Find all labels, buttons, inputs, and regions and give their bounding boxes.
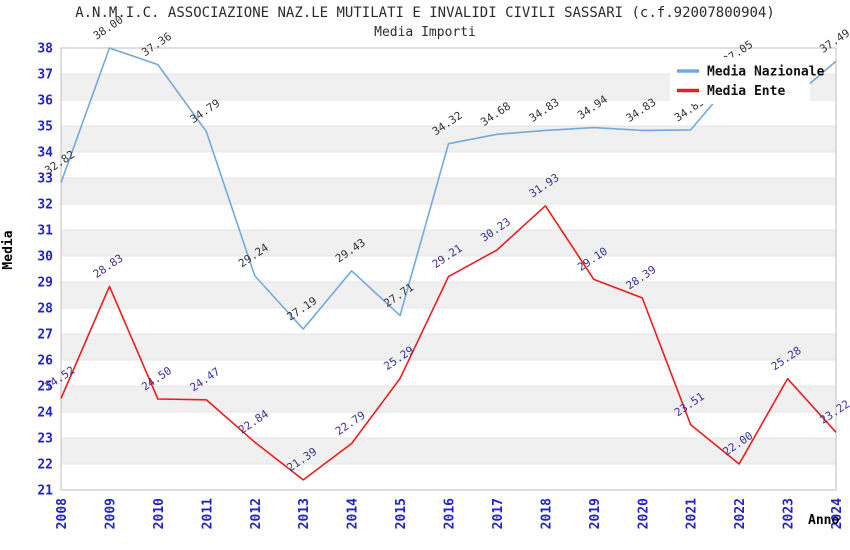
x-tick-label: 2024: [830, 498, 845, 529]
y-tick-label: 22: [37, 458, 53, 473]
y-axis-title: Media: [1, 230, 16, 269]
plot-band: [61, 152, 836, 178]
y-tick-label: 37: [37, 68, 53, 83]
legend-item-label: Media Nazionale: [707, 65, 825, 80]
plot-band: [61, 126, 836, 152]
plot-band: [61, 204, 836, 230]
y-tick-label: 23: [37, 432, 53, 447]
plot-frame: [60, 47, 837, 491]
plot-band: [61, 438, 836, 464]
x-tick-label: 2023: [782, 498, 797, 529]
x-tick-label: 2014: [346, 498, 361, 529]
plot-band: [61, 308, 836, 334]
x-axis-title: Anno: [808, 513, 839, 528]
y-tick-label: 38: [37, 42, 53, 57]
x-tick-label: 2019: [588, 498, 603, 529]
x-tick-label: 2016: [443, 498, 458, 529]
y-tick-label: 26: [37, 354, 53, 369]
x-tick-label: 2010: [152, 498, 167, 529]
series-line-media-ente: [60, 205, 837, 481]
plot-band: [61, 360, 836, 386]
plot-band: [61, 412, 836, 438]
y-tick-label: 25: [37, 380, 53, 395]
x-tick-label: 2011: [200, 498, 215, 529]
x-tick-label: 2008: [55, 498, 70, 529]
x-tick-label: 2012: [249, 498, 264, 529]
y-tick-label: 29: [37, 276, 53, 291]
y-tick-label: 34: [37, 146, 53, 161]
y-tick-label: 24: [37, 406, 53, 421]
y-tick-label: 21: [37, 484, 53, 499]
plot-band: [61, 282, 836, 308]
legend: Media Nazionale Media Ente: [670, 57, 825, 104]
x-tick-label: 2021: [685, 498, 700, 529]
x-tick-label: 2022: [733, 498, 748, 529]
chart-subtitle: Media Importi: [374, 25, 476, 40]
y-tick-label: 35: [37, 120, 53, 135]
y-tick-label: 33: [37, 172, 53, 187]
y-tick-label: 32: [37, 198, 53, 213]
plot-band: [61, 178, 836, 204]
plot-band: [61, 464, 836, 490]
chart-title: A.N.M.I.C. ASSOCIAZIONE NAZ.LE MUTILATI …: [75, 5, 775, 21]
x-tick-label: 2018: [539, 498, 554, 529]
x-tick-label: 2017: [491, 498, 506, 529]
y-tick-label: 31: [37, 224, 53, 239]
y-tick-label: 36: [37, 94, 53, 109]
x-tick-label: 2020: [636, 498, 651, 529]
plot-band: [61, 334, 836, 360]
x-tick-label: 2015: [394, 498, 409, 529]
y-tick-label: 27: [37, 328, 53, 343]
legend-item-label: Media Ente: [707, 84, 785, 99]
x-tick-label: 2013: [297, 498, 312, 529]
x-tick-label: 2009: [103, 498, 118, 529]
plot-band: [61, 230, 836, 256]
y-tick-label: 30: [37, 250, 53, 265]
legend-box: [670, 57, 810, 104]
plot-area: 21 22 23 24 25 26 27 28 29 30 31 32 33 34 35 36 37 38 2008…: [37, 13, 850, 529]
series-line-media-nazionale: [60, 47, 837, 330]
y-tick-label: 28: [37, 302, 53, 317]
plot-band: [61, 100, 836, 126]
